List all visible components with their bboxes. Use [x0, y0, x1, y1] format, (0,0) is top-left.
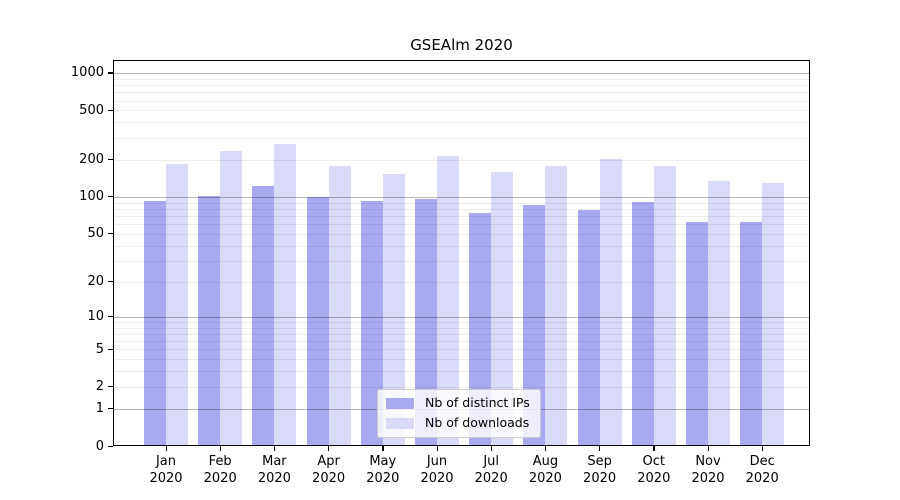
legend-swatch-nb-of-distinct-ips: [386, 397, 414, 409]
bar-nb-of-downloads-jan: [166, 163, 188, 446]
plot-area: [113, 60, 810, 446]
bar-nb-of-distinct-ips-sep: [577, 209, 600, 446]
y-tick-label-500: 500: [79, 102, 104, 118]
y-tick-20: [108, 281, 113, 283]
y-tick-2: [108, 386, 113, 388]
x-tick-label-jun: Jun 2020: [420, 454, 454, 486]
y-tick-label-2: 2: [95, 379, 104, 395]
x-tick-aug: [544, 446, 547, 451]
x-tick-label-nov: Nov 2020: [691, 454, 725, 486]
y-tick-label-10: 10: [87, 308, 104, 324]
legend: Nb of distinct IPs Nb of downloads: [377, 389, 541, 438]
y-tick-label-50: 50: [87, 226, 104, 242]
y-tick-label-100: 100: [79, 189, 104, 205]
y-tick-0: [108, 445, 113, 447]
bar-nb-of-downloads-feb: [220, 151, 243, 446]
x-tick-oct: [653, 446, 655, 451]
y-tick-label-1000: 1000: [70, 65, 104, 81]
bar-nb-of-downloads-mar: [274, 144, 297, 446]
y-tick-1: [108, 408, 113, 410]
y-tick-500: [108, 109, 113, 111]
bar-nb-of-downloads-apr: [328, 166, 351, 446]
x-tick-sep: [599, 446, 601, 451]
bar-nb-of-distinct-ips-may: [360, 200, 383, 446]
y-tick-label-5: 5: [95, 341, 104, 357]
legend-item-nb-of-distinct-ips: Nb of distinct IPs: [386, 395, 530, 411]
x-tick-nov: [707, 446, 709, 451]
x-tick-label-dec: Dec 2020: [745, 454, 779, 486]
bar-nb-of-downloads-oct: [653, 165, 676, 446]
x-tick-label-may: May 2020: [366, 454, 400, 486]
x-tick-jun: [436, 446, 438, 451]
x-tick-label-apr: Apr 2020: [312, 454, 346, 486]
bar-nb-of-downloads-nov: [708, 181, 730, 446]
x-tick-mar: [273, 446, 276, 451]
bar-nb-of-distinct-ips-nov: [686, 222, 708, 446]
bar-nb-of-downloads-dec: [762, 183, 785, 446]
x-tick-may: [382, 446, 384, 451]
x-tick-feb: [219, 446, 221, 451]
bar-nb-of-downloads-may: [382, 173, 405, 446]
x-tick-label-feb: Feb 2020: [203, 454, 237, 486]
legend-label: Nb of downloads: [425, 415, 530, 430]
x-tick-label-sep: Sep 2020: [583, 454, 617, 486]
y-tick-50: [108, 233, 113, 235]
y-tick-label-0: 0: [95, 438, 104, 454]
y-tick-label-1: 1: [95, 401, 104, 417]
bar-nb-of-distinct-ips-apr: [306, 196, 329, 446]
y-tick-label-20: 20: [87, 274, 104, 290]
bar-nb-of-distinct-ips-jun: [415, 199, 437, 446]
legend-label: Nb of distinct IPs: [425, 395, 530, 410]
bar-nb-of-downloads-sep: [599, 159, 622, 446]
legend-item-nb-of-downloads: Nb of downloads: [386, 415, 530, 431]
y-tick-label-200: 200: [79, 151, 104, 167]
x-tick-label-jul: Jul 2020: [474, 454, 508, 486]
x-tick-jul: [490, 446, 492, 451]
bar-nb-of-distinct-ips-aug: [523, 205, 546, 446]
y-tick-200: [108, 158, 113, 161]
x-tick-dec: [761, 446, 763, 451]
bar-nb-of-downloads-aug: [545, 166, 568, 446]
x-tick-label-oct: Oct 2020: [637, 454, 671, 486]
bar-nb-of-distinct-ips-dec: [740, 222, 763, 446]
bar-nb-of-distinct-ips-oct: [631, 201, 654, 446]
bar-nb-of-downloads-jul: [491, 172, 514, 446]
y-tick-10: [108, 315, 113, 318]
y-tick-1000: [108, 72, 113, 74]
chart-title: GSEAlm 2020: [410, 36, 513, 54]
bar-nb-of-distinct-ips-jul: [469, 212, 492, 446]
legend-swatch-nb-of-downloads: [386, 417, 414, 429]
x-tick-apr: [328, 446, 330, 451]
x-tick-jan: [165, 446, 167, 451]
bar-nb-of-downloads-jun: [437, 155, 459, 446]
x-tick-label-mar: Mar 2020: [257, 454, 291, 486]
x-tick-label-jan: Jan 2020: [149, 454, 183, 486]
bar-nb-of-distinct-ips-jan: [144, 200, 166, 446]
x-tick-label-aug: Aug 2020: [528, 454, 562, 486]
bar-nb-of-distinct-ips-mar: [252, 185, 275, 446]
y-tick-5: [108, 348, 113, 350]
y-tick-100: [108, 196, 113, 198]
bar-nb-of-distinct-ips-feb: [198, 196, 221, 446]
